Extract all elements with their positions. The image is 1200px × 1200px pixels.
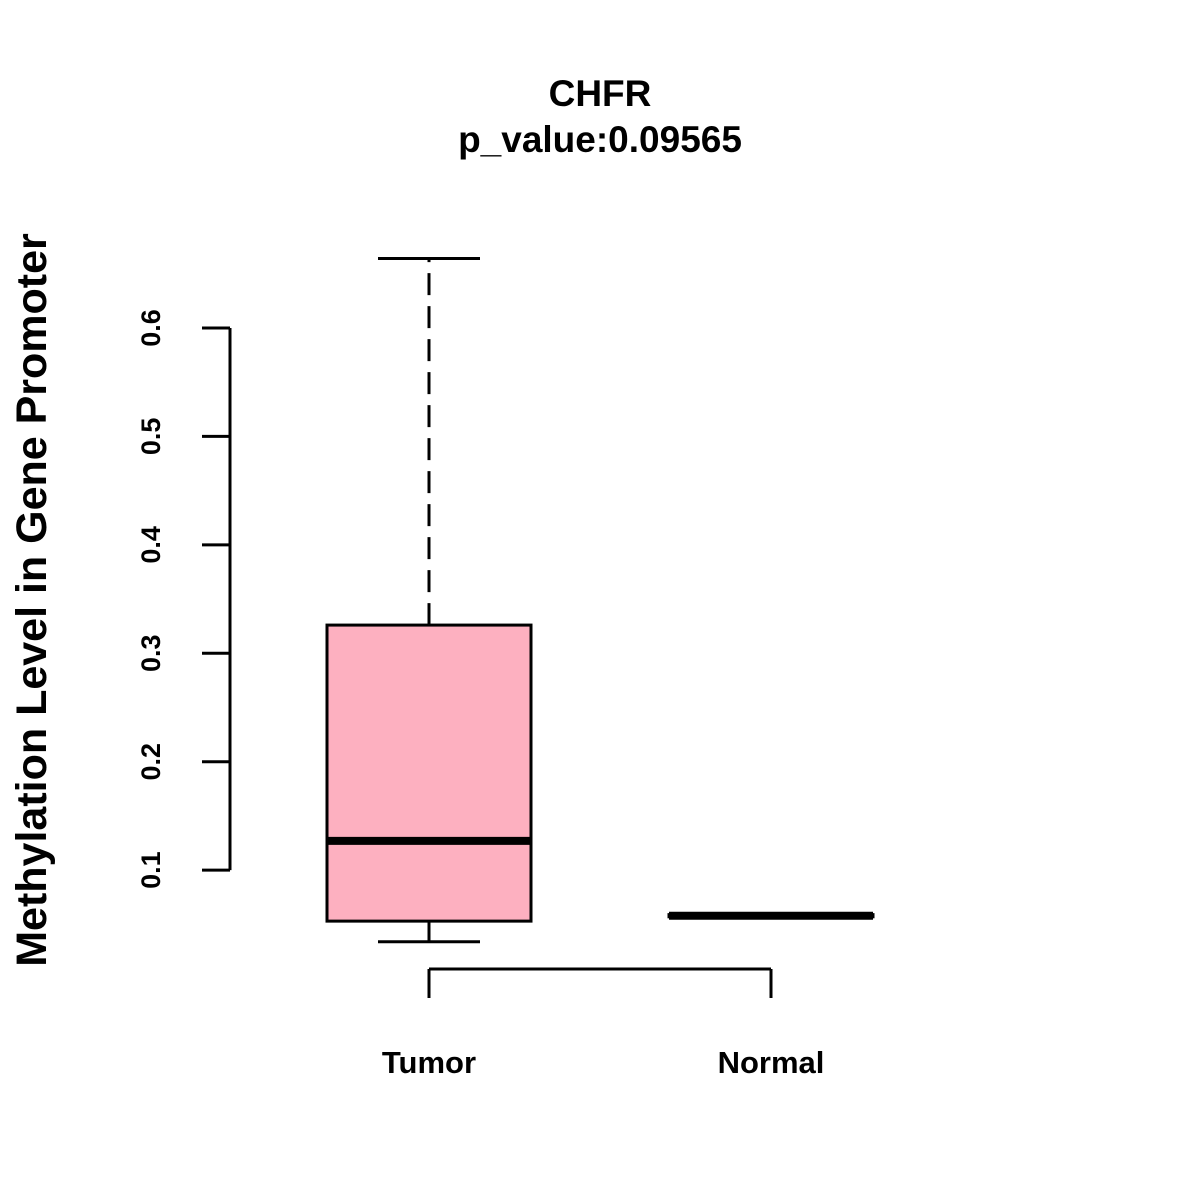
- y-tick-label: 0.4: [136, 526, 166, 564]
- x-category-label: Tumor: [382, 1045, 476, 1080]
- chart-title: CHFR: [549, 73, 652, 114]
- y-axis-label: Methylation Level in Gene Promoter: [8, 233, 56, 967]
- y-tick-label: 0.1: [136, 851, 166, 889]
- x-category-label: Normal: [718, 1045, 825, 1080]
- y-tick-label: 0.2: [136, 743, 166, 781]
- box-tumor: [325, 257, 533, 944]
- box-iqr: [325, 623, 533, 923]
- y-tick-label: 0.5: [136, 418, 166, 456]
- y-axis: 0.1 0.2 0.3 0.4 0.5 0.6: [136, 309, 232, 889]
- box-normal: [667, 911, 875, 920]
- chart-subtitle: p_value:0.09565: [458, 119, 742, 160]
- y-tick-label: 0.6: [136, 309, 166, 347]
- boxes: [325, 257, 875, 944]
- x-axis: Tumor Normal: [382, 967, 825, 1080]
- y-tick-label: 0.3: [136, 635, 166, 673]
